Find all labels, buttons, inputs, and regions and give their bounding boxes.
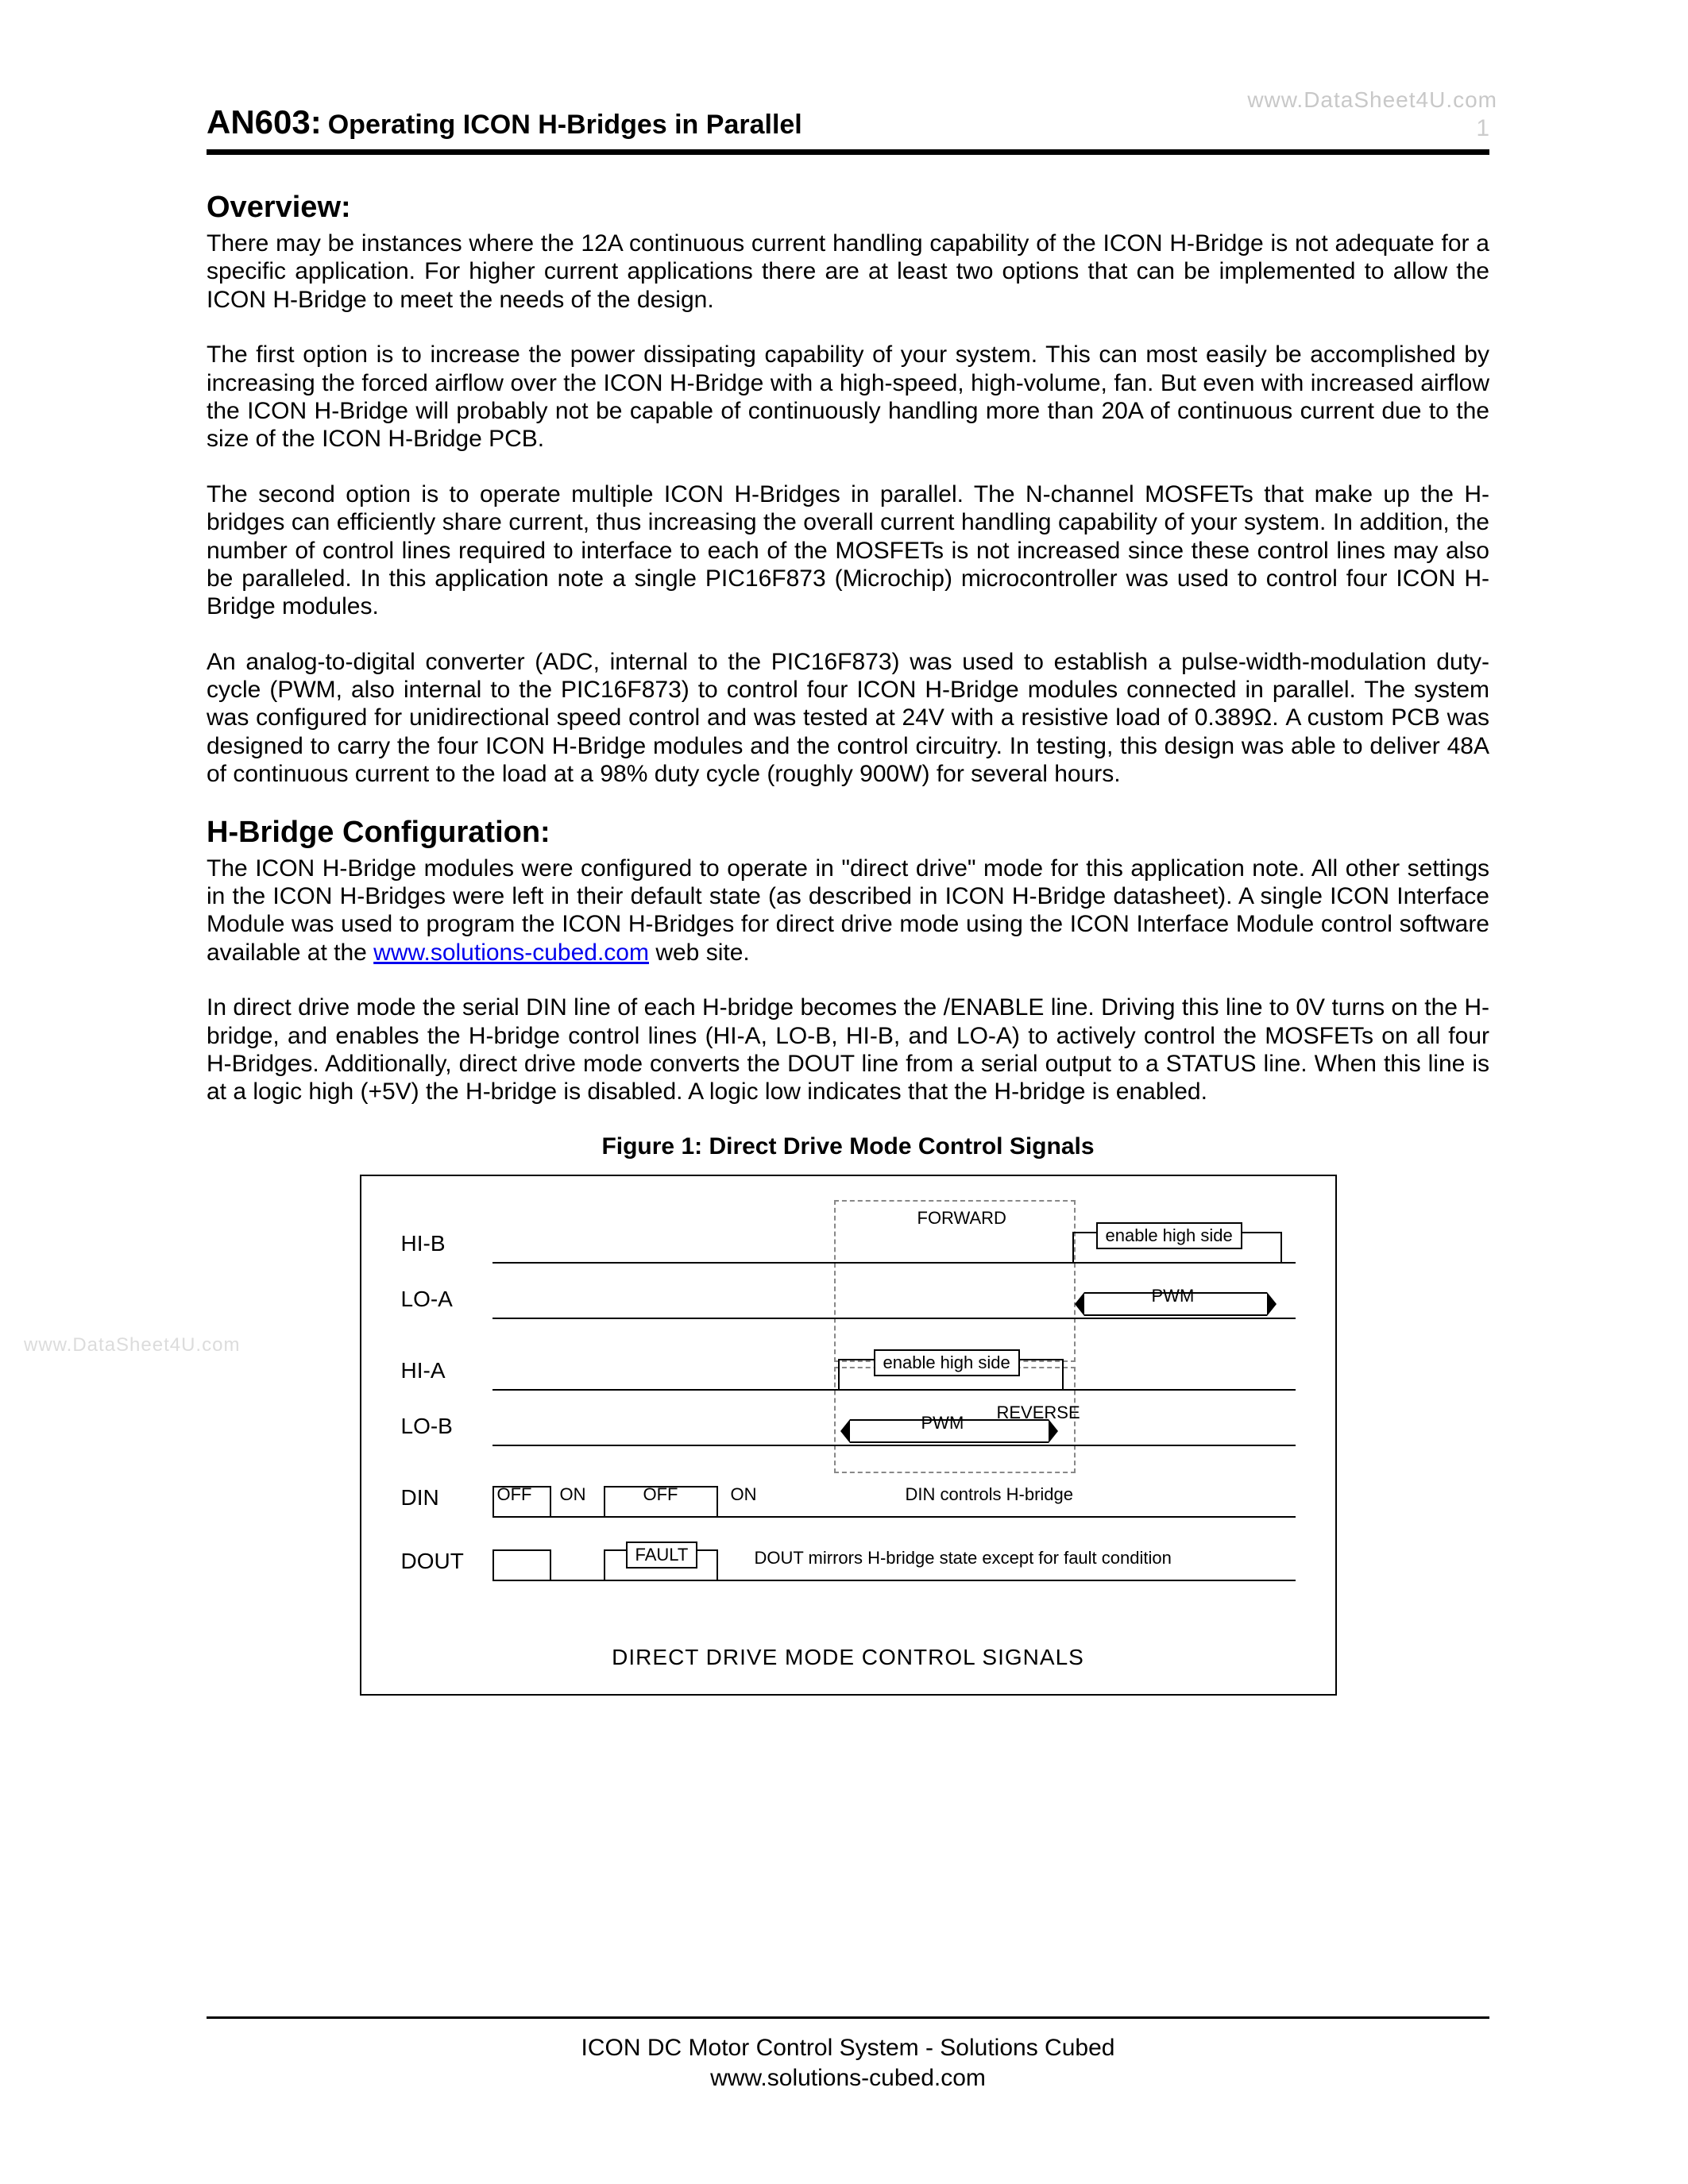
hbridge-heading: H-Bridge Configuration: [207,816,1489,850]
footer-line-2: www.solutions-cubed.com [207,2063,1489,2093]
fault-label: FAULT [626,1542,698,1569]
doc-title: Operating ICON H-Bridges in Parallel [328,110,802,141]
overview-p4: An analog-to-digital converter (ADC, int… [207,648,1489,789]
signal-hib-label: HI-B [401,1231,492,1256]
pwm-label-2: PWM [921,1413,964,1433]
signal-hib: HI-B enable high side [401,1224,1296,1264]
signal-dout-label: DOUT [401,1549,492,1574]
figure-box: FORWARD REVERSE HI-B enable high side LO… [360,1175,1337,1696]
pwm-label-1: PWM [1152,1286,1195,1306]
signal-din-label: DIN [401,1485,492,1511]
watermark-top: www.DataSheet4U.com [1247,87,1497,113]
signal-din: DIN OFF ON OFF ON DIN controls H-bridge [401,1478,1296,1518]
footer: ICON DC Motor Control System - Solutions… [207,1993,1489,2093]
signal-hia-label: HI-A [401,1358,492,1383]
signal-hia: HI-A enable high side [401,1351,1296,1391]
overview-p1: There may be instances where the 12A con… [207,230,1489,314]
overview-p2: The first option is to increase the powe… [207,341,1489,453]
page: www.DataSheet4U.com www.DataSheet4U.com … [0,0,1688,2184]
solutions-cubed-link[interactable]: www.solutions-cubed.com [373,940,649,966]
hbridge-p1-post: web site. [649,940,750,966]
timing-diagram: FORWARD REVERSE HI-B enable high side LO… [401,1208,1296,1621]
watermark-left: www.DataSheet4U.com [24,1334,240,1356]
hbridge-p2: In direct drive mode the serial DIN line… [207,994,1489,1106]
signal-loa: LO-A PWM [401,1279,1296,1319]
figure-title: DIRECT DRIVE MODE CONTROL SIGNALS [401,1645,1296,1670]
din-off-1: OFF [497,1484,532,1505]
signal-lob: LO-B PWM [401,1406,1296,1446]
signal-lob-label: LO-B [401,1414,492,1439]
overview-heading: Overview: [207,191,1489,225]
din-off-2: OFF [643,1484,678,1505]
din-on-1: ON [560,1484,586,1505]
signal-loa-label: LO-A [401,1287,492,1312]
header-rule [207,149,1489,155]
figure-caption: Figure 1: Direct Drive Mode Control Sign… [207,1133,1489,1160]
doc-id: AN603: [207,103,322,141]
overview-p3: The second option is to operate multiple… [207,480,1489,621]
dout-mirrors-label: DOUT mirrors H-bridge state except for f… [755,1548,1172,1569]
footer-line-1: ICON DC Motor Control System - Solutions… [207,2033,1489,2063]
din-controls-label: DIN controls H-bridge [906,1484,1074,1505]
footer-rule [207,2016,1489,2019]
din-on-2: ON [731,1484,757,1505]
hbridge-p1: The ICON H-Bridge modules were configure… [207,855,1489,967]
enable-high-side-label-1: enable high side [1096,1222,1242,1249]
page-number: 1 [1476,115,1489,142]
signal-dout: DOUT FAULT DOUT mirrors H-bridge state e… [401,1542,1296,1581]
enable-high-side-label-2: enable high side [874,1349,1020,1376]
